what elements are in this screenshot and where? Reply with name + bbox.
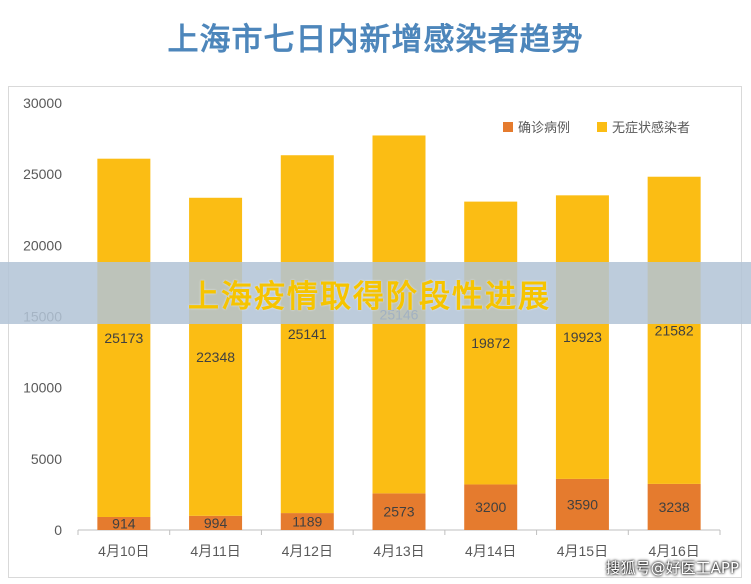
data-label-confirmed: 3238: [659, 499, 690, 515]
y-tick-label: 10000: [23, 380, 62, 396]
data-label-asymptomatic: 19923: [563, 329, 602, 345]
y-tick-label: 25000: [23, 166, 62, 182]
x-tick-label: 4月10日: [98, 543, 149, 559]
data-label-asymptomatic: 25141: [288, 326, 327, 342]
bar-confirmed: [280, 513, 334, 530]
bar-asymptomatic: [647, 176, 701, 484]
y-tick-label: 20000: [23, 237, 62, 253]
data-label-asymptomatic: 19872: [471, 335, 510, 351]
y-tick-label: 30000: [23, 95, 62, 111]
data-label-confirmed: 2573: [383, 504, 414, 520]
overlay-banner: [0, 262, 751, 324]
x-tick-label: 4月11日: [190, 543, 240, 559]
y-tick-label: 5000: [31, 451, 62, 467]
bar-confirmed: [97, 516, 151, 530]
legend-label: 无症状感染者: [612, 120, 690, 135]
x-tick-label: 4月13日: [373, 543, 424, 559]
data-label-confirmed: 3590: [567, 496, 598, 512]
bar-confirmed: [555, 478, 609, 530]
x-tick-label: 4月12日: [282, 543, 333, 559]
page-title: 上海市七日内新增感染者趋势: [167, 22, 584, 58]
bar-confirmed: [189, 515, 243, 530]
bar-asymptomatic: [189, 197, 243, 516]
legend-swatch: [503, 122, 513, 132]
bar-asymptomatic: [97, 158, 151, 517]
data-label-confirmed: 914: [112, 515, 136, 531]
bar-confirmed: [647, 483, 701, 530]
legend-swatch: [597, 122, 607, 132]
x-tick-label: 4月16日: [648, 543, 699, 559]
legend-label: 确诊病例: [518, 120, 570, 135]
bar-asymptomatic: [280, 155, 334, 514]
data-label-asymptomatic: 25173: [104, 330, 143, 346]
bar-confirmed: [372, 493, 426, 530]
x-tick-label: 4月14日: [465, 543, 516, 559]
data-label-confirmed: 1189: [292, 514, 322, 530]
data-label-asymptomatic: 21582: [655, 322, 694, 338]
overlay-banner-text: 上海疫情取得阶段性进展: [188, 279, 551, 315]
bar-confirmed: [464, 484, 518, 530]
data-label-confirmed: 994: [204, 515, 228, 531]
data-label-confirmed: 3200: [475, 499, 506, 515]
data-label-asymptomatic: 22348: [196, 349, 235, 365]
y-tick-label: 0: [54, 522, 62, 538]
bar-asymptomatic: [464, 201, 518, 485]
watermark-text: 搜狐号@好医工APP: [605, 559, 739, 577]
x-tick-label: 4月15日: [557, 543, 608, 559]
bar-asymptomatic: [555, 195, 609, 479]
